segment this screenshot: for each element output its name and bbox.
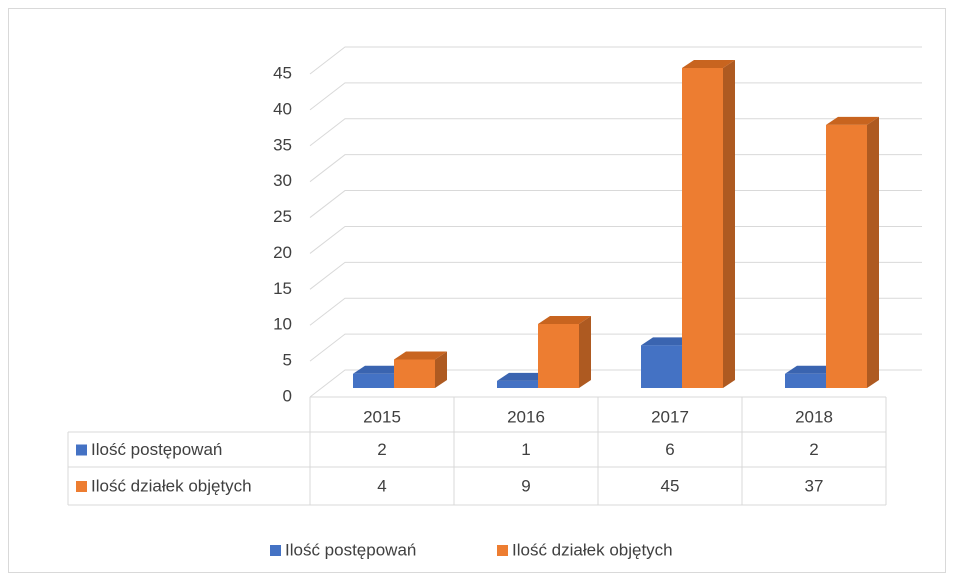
y-tick-label: 15 [273, 279, 292, 298]
legend-key [270, 545, 281, 556]
y-tick-label: 35 [273, 135, 292, 154]
bar-front [497, 380, 538, 388]
x-tick-label: 2016 [507, 407, 545, 426]
chart-frame [8, 8, 946, 573]
bar [682, 60, 735, 388]
bar-front [538, 324, 579, 388]
bar-top [497, 372, 550, 381]
table-value: 2 [377, 440, 386, 459]
bar-top [394, 351, 447, 360]
table-value: 37 [805, 476, 824, 495]
legend-key [76, 481, 87, 492]
table-row-label: Ilość postępowań [91, 440, 222, 459]
x-tick-label: 2015 [363, 407, 401, 426]
bar-front [353, 373, 394, 388]
x-tick-label: 2018 [795, 407, 833, 426]
y-tick-label: 10 [273, 315, 292, 334]
bar-top [353, 365, 406, 374]
y-tick-label: 25 [273, 207, 292, 226]
bar [826, 116, 879, 388]
legend-label: Ilość postępowań [285, 540, 416, 559]
bar [394, 351, 447, 388]
grid-line [309, 46, 922, 75]
x-tick-label: 2017 [651, 407, 689, 426]
bar-top [538, 316, 591, 324]
legend-label: Ilość działek objętych [512, 540, 673, 559]
bar-front [641, 345, 682, 388]
legend-key [497, 545, 508, 556]
bar-top [826, 116, 879, 125]
bar-top [682, 60, 735, 68]
bar-side [723, 60, 735, 388]
table-value: 4 [377, 476, 386, 495]
y-tick-label: 0 [283, 386, 292, 405]
bar-side [579, 316, 591, 388]
bar-side [435, 351, 447, 388]
legend-key [76, 444, 87, 456]
bar-front [394, 359, 435, 388]
bar-front [682, 68, 723, 388]
y-tick-label: 45 [273, 63, 292, 82]
table-value: 6 [665, 440, 674, 459]
table-value: 9 [521, 476, 530, 495]
bar-top [641, 337, 694, 346]
table-row-label: Ilość działek objętych [91, 476, 252, 495]
y-tick-label: 30 [273, 171, 292, 190]
bar-front [826, 124, 867, 388]
y-tick-label: 20 [273, 243, 292, 262]
table-value: 45 [661, 476, 680, 495]
bar [538, 316, 591, 388]
bar-front [785, 373, 826, 388]
y-tick-label: 5 [283, 351, 292, 370]
y-tick-label: 40 [273, 99, 292, 118]
table-value: 1 [521, 440, 530, 459]
bar-side [867, 116, 879, 388]
bar-top [785, 365, 838, 374]
table-value: 2 [809, 440, 818, 459]
